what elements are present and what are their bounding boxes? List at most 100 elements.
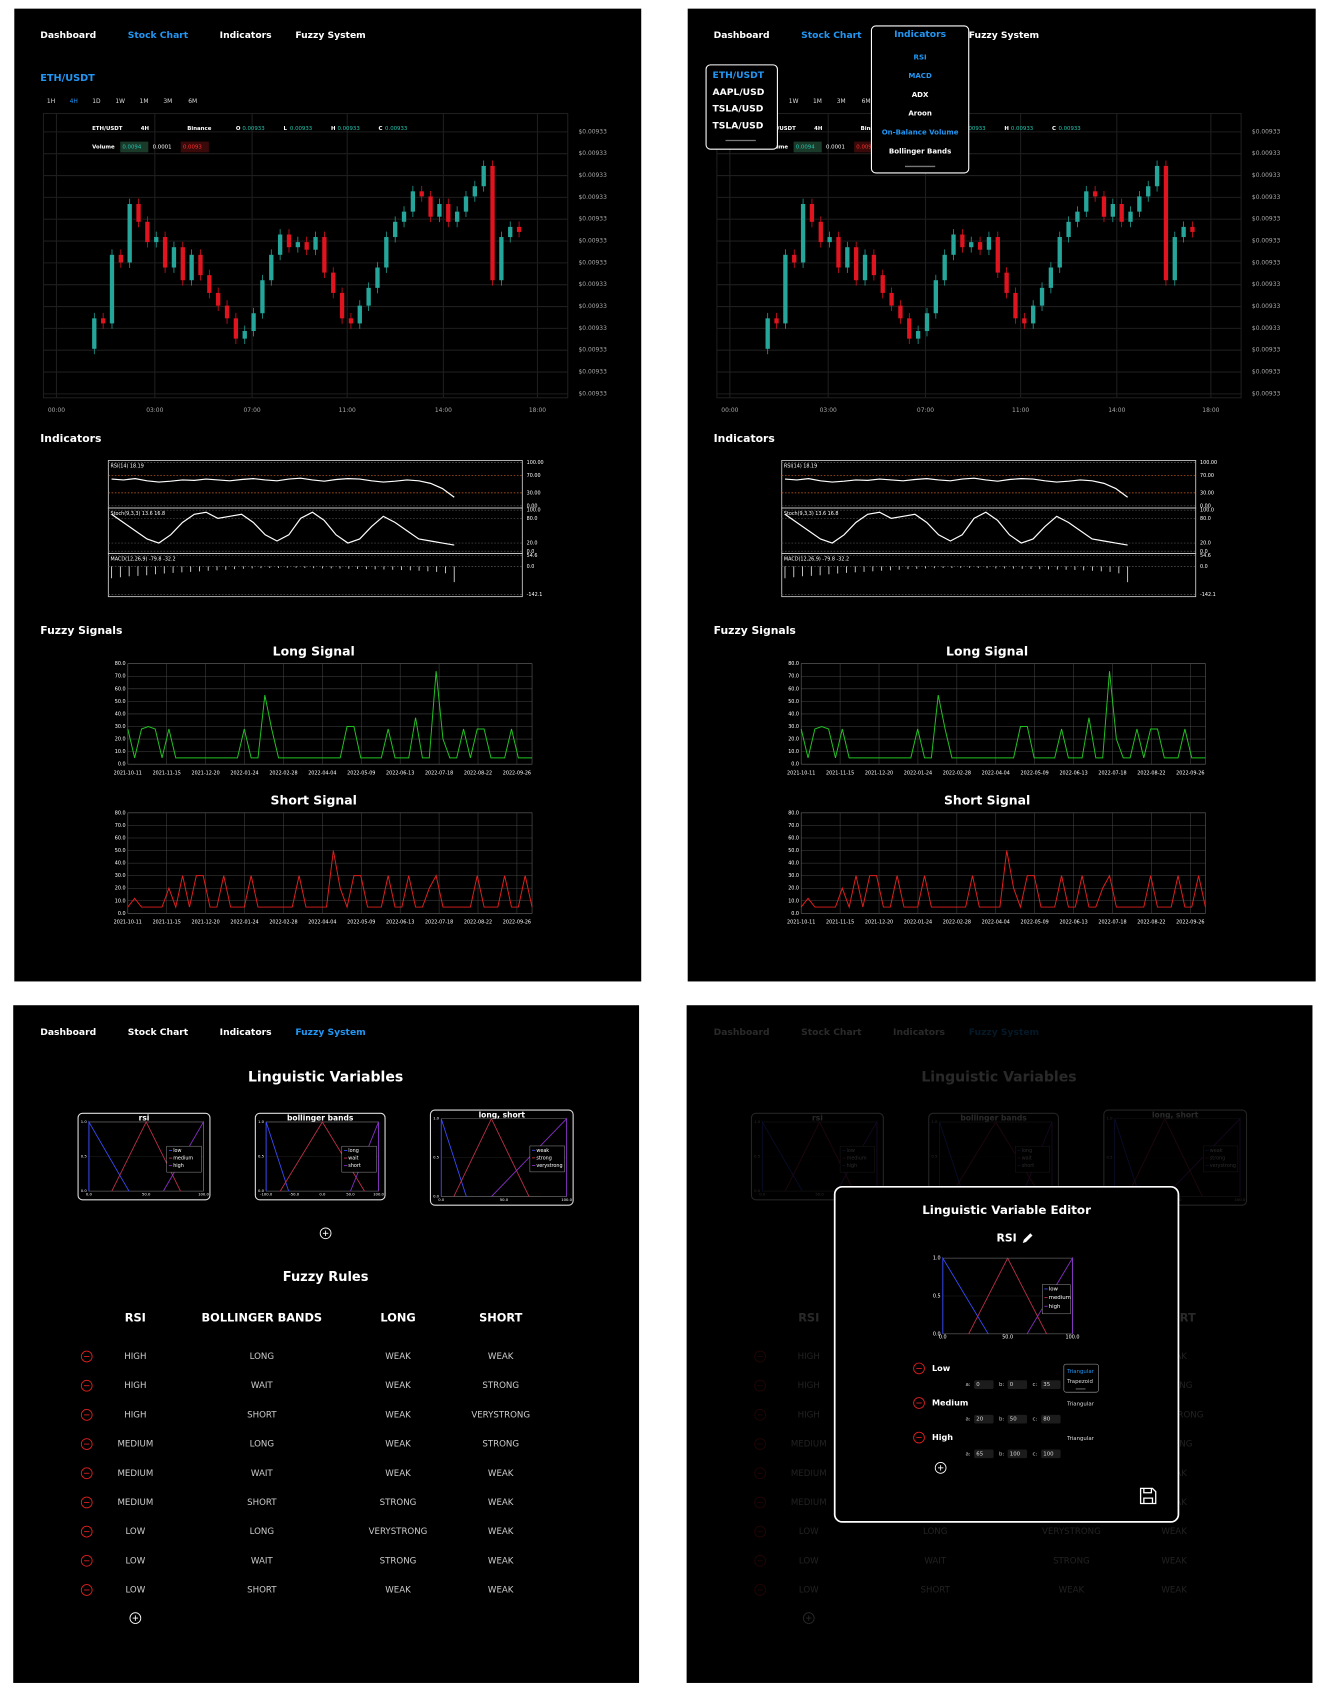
candle-body bbox=[154, 237, 159, 243]
menu-item[interactable]: RSI bbox=[914, 52, 927, 61]
remove-button[interactable] bbox=[80, 1554, 93, 1567]
param-input[interactable] bbox=[1007, 1449, 1028, 1459]
label: L bbox=[283, 126, 287, 132]
nav-tab[interactable]: Indicators bbox=[893, 1027, 945, 1038]
nav-tab[interactable]: Stock Chart bbox=[128, 30, 189, 41]
remove-button[interactable] bbox=[80, 1379, 93, 1392]
timeframe[interactable]: 1H bbox=[47, 98, 55, 105]
rule-cell: STRONG bbox=[1053, 1556, 1090, 1566]
param-input[interactable] bbox=[1041, 1449, 1061, 1459]
remove-button[interactable] bbox=[913, 1431, 925, 1444]
menu-item[interactable]: ADX bbox=[912, 90, 929, 99]
nav-tab[interactable]: Indicators bbox=[894, 29, 946, 40]
remove-button[interactable] bbox=[80, 1409, 93, 1421]
nav-tab[interactable]: Indicators bbox=[220, 1027, 272, 1038]
param-input[interactable] bbox=[1041, 1380, 1061, 1389]
menu-item[interactable]: TSLA/USD bbox=[713, 120, 764, 131]
legend-label: low bbox=[847, 1148, 855, 1154]
save-icon[interactable] bbox=[1139, 1487, 1157, 1505]
timeframe[interactable]: 3M bbox=[163, 98, 172, 105]
rule-cell: MEDIUM bbox=[117, 1469, 153, 1479]
remove-button[interactable] bbox=[754, 1409, 766, 1421]
nav-tab[interactable]: Dashboard bbox=[40, 1027, 96, 1038]
remove-button[interactable] bbox=[80, 1525, 93, 1538]
timeframe[interactable]: 6M bbox=[188, 98, 197, 105]
remove-button[interactable] bbox=[754, 1467, 766, 1480]
menu-item[interactable]: Aroon bbox=[908, 109, 932, 118]
remove-button[interactable] bbox=[913, 1362, 925, 1375]
add-button[interactable] bbox=[934, 1462, 947, 1474]
shape-option[interactable]: Triangular bbox=[1066, 1369, 1095, 1375]
nav-tab[interactable]: Dashboard bbox=[40, 30, 96, 41]
remove-button[interactable] bbox=[754, 1438, 766, 1450]
price-label: $0.00933 bbox=[1252, 216, 1281, 223]
remove-button[interactable] bbox=[754, 1496, 766, 1509]
param-value: 50 bbox=[1010, 1417, 1017, 1423]
param-input[interactable] bbox=[974, 1380, 994, 1389]
menu-item[interactable]: AAPL/USD bbox=[713, 87, 765, 98]
remove-button[interactable] bbox=[754, 1350, 766, 1363]
edit-icon[interactable] bbox=[1022, 1233, 1033, 1244]
remove-button[interactable] bbox=[754, 1525, 766, 1538]
modal-title: Linguistic Variable Editor bbox=[922, 1203, 1091, 1217]
menu-item[interactable]: MACD bbox=[908, 71, 932, 80]
remove-button[interactable] bbox=[913, 1397, 925, 1409]
variable-card[interactable] bbox=[750, 1112, 884, 1201]
timeframe[interactable]: 1D bbox=[92, 98, 101, 105]
shape-value[interactable]: Triangular bbox=[1066, 1402, 1095, 1408]
nav-tab[interactable]: Dashboard bbox=[714, 1027, 770, 1038]
param-input[interactable] bbox=[1007, 1380, 1028, 1389]
chart-frame bbox=[716, 112, 1242, 399]
remove-button[interactable] bbox=[80, 1496, 93, 1509]
label: 0.00933 bbox=[337, 126, 359, 132]
candle-body bbox=[960, 234, 965, 248]
indicator-tick: 0.0 bbox=[1200, 549, 1208, 555]
param-input[interactable] bbox=[1007, 1414, 1028, 1424]
remove-button[interactable] bbox=[80, 1438, 93, 1450]
menu-item[interactable]: ETH/USDT bbox=[713, 70, 765, 81]
membership-line bbox=[88, 1120, 130, 1192]
remove-button[interactable] bbox=[754, 1554, 766, 1567]
add-button[interactable] bbox=[802, 1612, 815, 1624]
timeframe[interactable]: 3M bbox=[837, 98, 846, 105]
menu-item[interactable]: TSLA/USD bbox=[713, 104, 764, 115]
add-button[interactable] bbox=[319, 1227, 332, 1240]
shape-dropdown[interactable] bbox=[1063, 1363, 1099, 1393]
price-label: $0.00933 bbox=[579, 281, 608, 288]
y-tick-label: 1.0 bbox=[433, 1116, 440, 1121]
nav-tab[interactable]: Fuzzy System bbox=[969, 1027, 1039, 1038]
remove-button[interactable] bbox=[754, 1584, 766, 1596]
nav-tab[interactable]: Stock Chart bbox=[801, 30, 862, 41]
nav-tab[interactable]: Fuzzy System bbox=[969, 30, 1039, 41]
x-tick-label: 2021-10-11 bbox=[114, 920, 142, 926]
section-title: Linguistic Variables bbox=[248, 1070, 403, 1086]
remove-button[interactable] bbox=[80, 1467, 93, 1480]
rule-cell: LOW bbox=[799, 1585, 819, 1595]
nav-tab[interactable]: Fuzzy System bbox=[295, 1027, 365, 1038]
timeframe[interactable]: 1W bbox=[789, 98, 799, 105]
nav-tab[interactable]: Fuzzy System bbox=[295, 30, 365, 41]
remove-button[interactable] bbox=[80, 1584, 93, 1596]
y-tick-label: 70.0 bbox=[115, 823, 126, 829]
remove-button[interactable] bbox=[754, 1379, 766, 1392]
shape-option[interactable]: Trapezoid bbox=[1066, 1379, 1093, 1385]
param-input[interactable] bbox=[974, 1449, 994, 1459]
nav-tab[interactable]: Stock Chart bbox=[128, 1027, 189, 1038]
candle-body bbox=[765, 318, 770, 349]
param-input[interactable] bbox=[1041, 1414, 1061, 1424]
timeframe[interactable]: 4H bbox=[70, 98, 78, 105]
nav-tab[interactable]: Dashboard bbox=[714, 30, 770, 41]
candle-body bbox=[1066, 221, 1071, 238]
menu-item[interactable]: On-Balance Volume bbox=[882, 128, 959, 137]
nav-tab[interactable]: Stock Chart bbox=[801, 1027, 862, 1038]
shape-value[interactable]: Triangular bbox=[1066, 1436, 1095, 1442]
timeframe[interactable]: 1M bbox=[140, 98, 149, 105]
timeframe[interactable]: 1M bbox=[813, 98, 822, 105]
menu-item[interactable]: Bollinger Bands bbox=[889, 146, 951, 155]
timeframe[interactable]: 1W bbox=[115, 98, 125, 105]
remove-button[interactable] bbox=[80, 1350, 93, 1363]
add-button[interactable] bbox=[129, 1612, 142, 1624]
timeframe[interactable]: 6M bbox=[862, 98, 871, 105]
nav-tab[interactable]: Indicators bbox=[220, 30, 272, 41]
param-input[interactable] bbox=[974, 1414, 994, 1424]
